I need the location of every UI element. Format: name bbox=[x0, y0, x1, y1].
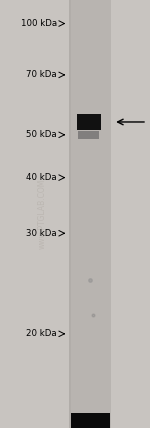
Text: 20 kDa: 20 kDa bbox=[26, 329, 57, 339]
Bar bbox=[70, 413, 110, 428]
Text: 40 kDa: 40 kDa bbox=[26, 173, 57, 182]
Bar bbox=[69, 0, 111, 428]
Text: www.PTGLAB.COM: www.PTGLAB.COM bbox=[38, 179, 46, 249]
Text: 30 kDa: 30 kDa bbox=[26, 229, 57, 238]
Bar bbox=[76, 114, 100, 130]
Text: 50 kDa: 50 kDa bbox=[26, 130, 57, 140]
Bar bbox=[78, 131, 99, 139]
Text: 70 kDa: 70 kDa bbox=[26, 70, 57, 80]
Text: 100 kDa: 100 kDa bbox=[21, 19, 57, 28]
Bar bbox=[69, 0, 71, 428]
